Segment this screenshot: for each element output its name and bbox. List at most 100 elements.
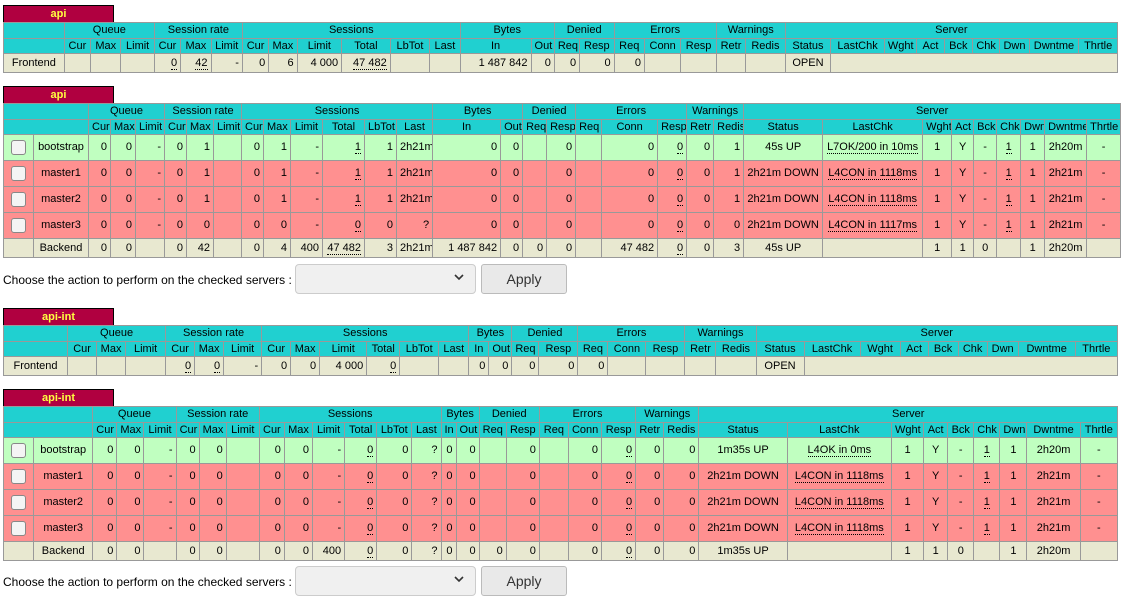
server-name[interactable]: bootstrap bbox=[33, 134, 89, 161]
lastchk[interactable]: L4CON in 1118ms bbox=[828, 193, 918, 206]
chk[interactable]: 1 bbox=[983, 470, 990, 483]
s-total[interactable]: 47 482 bbox=[327, 242, 361, 255]
apply-button[interactable]: Apply bbox=[481, 566, 567, 596]
chk[interactable]: 1 bbox=[1005, 219, 1012, 232]
col-dwntme: Dwntme bbox=[1044, 119, 1088, 135]
s-total[interactable]: 0 bbox=[367, 522, 374, 535]
server-checkbox[interactable] bbox=[11, 191, 26, 207]
errors-header: Errors bbox=[575, 103, 688, 120]
s-total[interactable]: 1 bbox=[354, 141, 361, 154]
proxy-title[interactable]: api-int bbox=[3, 389, 114, 406]
s-total[interactable]: 0 bbox=[390, 360, 397, 373]
s-total[interactable]: 0 bbox=[367, 496, 374, 509]
col-act: Act bbox=[951, 119, 975, 135]
col-wght: Wght bbox=[922, 119, 953, 135]
wght: 1 bbox=[891, 515, 925, 542]
sr-cur[interactable]: 0 bbox=[184, 360, 192, 373]
col-max: Max bbox=[268, 38, 298, 54]
s-total[interactable]: 0 bbox=[367, 545, 374, 558]
server-checkbox[interactable] bbox=[11, 468, 27, 484]
chk[interactable]: 1 bbox=[983, 522, 990, 535]
col-cur: Cur bbox=[67, 341, 98, 357]
action-select[interactable] bbox=[295, 566, 476, 596]
lastchk[interactable]: L4OK in 0ms bbox=[807, 444, 872, 457]
s-last: ? bbox=[411, 541, 442, 561]
s-total[interactable]: 0 bbox=[367, 444, 374, 457]
lastchk[interactable]: L4CON in 1118ms bbox=[794, 522, 884, 535]
sr-cur[interactable]: 0 bbox=[171, 57, 178, 70]
wght: 1 bbox=[891, 463, 925, 490]
lastchk[interactable]: L4CON in 1118ms bbox=[794, 470, 884, 483]
server-row: master2 0 0-0 0 0 0-0 0? 0 0 0 0 0 0 0 2h21m DOWN L4CON… bbox=[2, 489, 1119, 516]
e-resp[interactable]: 0 bbox=[626, 545, 633, 558]
server-checkbox[interactable] bbox=[11, 520, 27, 536]
status: 1m35s UP bbox=[698, 541, 788, 561]
e-resp[interactable]: 0 bbox=[626, 522, 633, 535]
e-resp[interactable]: 0 bbox=[677, 141, 684, 154]
e-resp[interactable]: 0 bbox=[677, 167, 684, 180]
proxy-title[interactable]: api-int bbox=[3, 308, 114, 325]
sr-max[interactable]: 0 bbox=[214, 360, 221, 373]
server-name[interactable]: master1 bbox=[33, 463, 94, 490]
col-redis: Redis bbox=[745, 38, 786, 54]
action-select[interactable] bbox=[295, 264, 476, 294]
lastchk[interactable]: L7OK/200 in 10ms bbox=[827, 141, 919, 154]
e-resp[interactable]: 0 bbox=[677, 193, 684, 206]
chk[interactable]: 1 bbox=[1005, 167, 1012, 180]
s-total[interactable]: 0 bbox=[367, 470, 374, 483]
e-conn: 0 bbox=[567, 463, 603, 490]
col-max: Max bbox=[290, 341, 321, 357]
apply-button[interactable]: Apply bbox=[481, 264, 567, 294]
s-lbtot: 0 bbox=[376, 463, 413, 490]
s-total[interactable]: 1 bbox=[354, 167, 361, 180]
col-max: Max bbox=[186, 119, 214, 135]
col-lastchk: LastChk bbox=[786, 422, 893, 438]
col-in: In bbox=[432, 119, 502, 135]
proxy-title[interactable]: api bbox=[3, 5, 114, 22]
denied-header: Denied bbox=[522, 103, 577, 120]
q-limit: - bbox=[143, 489, 177, 516]
e-resp[interactable]: 0 bbox=[626, 496, 633, 509]
chk[interactable]: 1 bbox=[1005, 193, 1012, 206]
lastchk[interactable]: L4CON in 1117ms bbox=[828, 219, 918, 232]
s-total[interactable]: 0 bbox=[354, 219, 361, 232]
b-in: 0 bbox=[440, 515, 457, 542]
lastchk[interactable]: L4CON in 1118ms bbox=[828, 167, 918, 180]
thrtle: - bbox=[1079, 489, 1119, 516]
s-total[interactable]: 1 bbox=[354, 193, 361, 206]
server-name[interactable]: bootstrap bbox=[33, 437, 94, 464]
server-name[interactable]: master3 bbox=[33, 212, 89, 239]
chk[interactable]: 1 bbox=[983, 496, 990, 509]
col-req: Req bbox=[613, 38, 645, 54]
col-cur: Cur bbox=[88, 119, 111, 135]
sr-max[interactable]: 42 bbox=[195, 57, 208, 70]
server-row: bootstrap 0 0-0 0 0 0-0 0? 0 0 0 0 0 0 0 1m35s UP L4OK … bbox=[2, 437, 1119, 464]
server-checkbox[interactable] bbox=[11, 165, 26, 181]
sr-cur: 0 bbox=[175, 489, 200, 516]
lastchk[interactable]: L4CON in 1118ms bbox=[794, 496, 884, 509]
col-limit: Limit bbox=[319, 341, 368, 357]
e-resp[interactable]: 0 bbox=[677, 242, 684, 255]
e-resp[interactable]: 0 bbox=[677, 219, 684, 232]
server-checkbox[interactable] bbox=[11, 217, 26, 233]
server-checkbox[interactable] bbox=[11, 494, 27, 510]
col-dwntme: Dwntme bbox=[1026, 422, 1081, 438]
server-checkbox[interactable] bbox=[11, 442, 27, 458]
server-name[interactable]: master2 bbox=[33, 489, 94, 516]
col-status: Status bbox=[755, 341, 805, 357]
b-in: 0 bbox=[432, 212, 502, 239]
s-total[interactable]: 47 482 bbox=[353, 57, 387, 70]
e-resp[interactable]: 0 bbox=[626, 444, 633, 457]
proxy-title[interactable]: api bbox=[3, 86, 114, 103]
dwntme: 2h20m bbox=[1044, 134, 1088, 161]
s-limit: 4 000 bbox=[296, 53, 343, 73]
chk[interactable]: 1 bbox=[983, 444, 990, 457]
server-checkbox[interactable] bbox=[11, 139, 26, 155]
chk[interactable]: 1 bbox=[1005, 141, 1012, 154]
w-redis: 3 bbox=[713, 238, 745, 258]
server-name[interactable]: master1 bbox=[33, 160, 89, 187]
status: OPEN bbox=[784, 53, 832, 73]
server-name[interactable]: master3 bbox=[33, 515, 94, 542]
e-resp[interactable]: 0 bbox=[626, 470, 633, 483]
server-name[interactable]: master2 bbox=[33, 186, 89, 213]
